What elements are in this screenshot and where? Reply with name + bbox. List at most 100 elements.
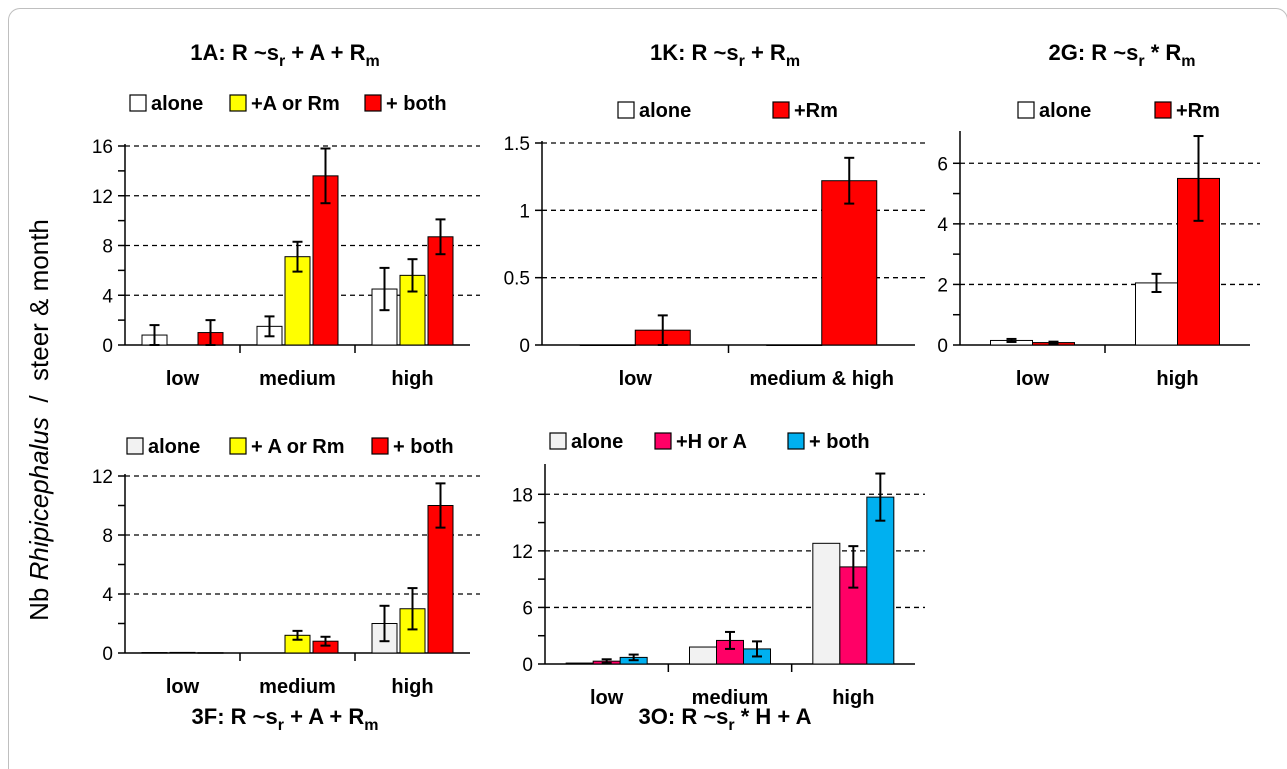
y-tick-label: 8 [102,526,113,547]
legend-swatch [1154,101,1172,119]
y-tick-label: 0.5 [504,269,530,290]
chart-title-part: + A + R [284,704,364,729]
chart-panel-3f: 3F: R ~sr + A + Rm 0 4 8 12 low medium high alon… [92,436,480,734]
bar-3f-s1-c0 [169,651,196,654]
y-tick-label: 12 [512,542,533,563]
x-category-label: low [590,687,624,709]
legend-label: + both [393,436,454,458]
x-category-label: low [166,368,200,390]
legend-swatch [1017,101,1035,119]
chart-title-part: * H + A [735,704,812,729]
y-tick-label: 4 [102,286,113,307]
y-tick-label: 8 [102,237,113,258]
chart-title-part: r [728,717,734,734]
y-axis-label: Nb Rhipicephalus / steer & month [24,219,54,621]
y-tick-label: 0 [102,644,113,665]
chart-panel-2g: 2G: R ~sr * Rm 0 2 4 6 low high alone +Rm [937,40,1260,390]
chart-title-part: 2G: R ~s [1048,40,1138,65]
chart-title: 3F: R ~sr + A + Rm [192,704,379,734]
y-tick-label: 6 [522,598,533,619]
y-tick-label: 0 [522,655,533,676]
chart-title-part: + A + R [285,40,365,65]
legend-label: + both [386,93,447,115]
y-tick-label: 18 [512,485,533,506]
chart-title-part: + R [745,40,786,65]
legend-swatch [364,94,382,112]
bar-2g-s0-c1 [1135,282,1178,346]
legend-label: + A or Rm [251,436,345,458]
y-tick-label: 0 [519,336,530,357]
x-category-label: high [832,687,874,709]
x-category-label: high [391,368,433,390]
y-tick-label: 1.5 [504,134,530,155]
bar-3f-s2-c0 [197,652,224,654]
x-category-label: high [391,676,433,698]
chart-title-part: 3O: R ~s [639,704,729,729]
chart-title-part: 3F: R ~s [192,704,278,729]
legend-label: +Rm [1176,100,1220,122]
y-tick-label: 16 [92,137,113,158]
chart-title: 1A: R ~sr + A + Rm [190,40,379,70]
chart-title-part: m [1181,53,1195,70]
figure-frame [8,8,1287,769]
x-category-label: medium [259,368,336,390]
y-tick-label: 6 [937,154,948,175]
y-tick-label: 1 [519,201,530,222]
x-category-label: medium [259,676,336,698]
y-tick-label: 0 [102,336,113,357]
chart-panel-3o: 3O: R ~sr * H + A 0 6 12 18 low medium high alon… [512,431,925,734]
x-category-label: high [1156,368,1198,390]
x-category-label: medium & high [750,368,894,390]
legend-label: alone [148,436,200,458]
chart-panel-1k: 1K: R ~sr + Rm 0 0.5 1 1.5 low medium & high al… [504,40,925,390]
chart-title-part: * R [1145,40,1182,65]
y-tick-label: 12 [92,187,113,208]
legend-swatch [787,432,805,450]
y-tick-label: 0 [937,336,948,357]
y-tick-label: 4 [937,215,948,236]
chart-title-part: 1K: R ~s [650,40,739,65]
chart-panel-1a: 1A: R ~sr + A + Rm 0 4 8 12 16 low medium high al… [92,40,480,390]
legend-swatch [126,437,144,455]
legend-label: alone [1039,100,1091,122]
chart-title-part: m [365,53,379,70]
bar-3f-s2-c2 [427,505,454,654]
legend-label: alone [571,431,623,453]
chart-title-part: r [279,53,285,70]
legend-label: +A or Rm [251,93,340,115]
legend-label: +H or A [676,431,747,453]
bar-3f-s0-c0 [141,652,168,654]
chart-title-part: r [1138,53,1144,70]
legend-swatch [129,94,147,112]
chart-title-part: 1A: R ~s [190,40,279,65]
y-tick-label: 12 [92,467,113,488]
chart-title: 2G: R ~sr * Rm [1048,40,1195,70]
chart-title-part: r [739,53,745,70]
legend-swatch [229,94,247,112]
legend-label: alone [639,100,691,122]
y-tick-label: 2 [937,275,948,296]
x-category-label: low [166,676,200,698]
legend-label: alone [151,93,203,115]
x-category-label: low [619,368,653,390]
legend-swatch [549,432,567,450]
chart-title: 1K: R ~sr + Rm [650,40,800,70]
bar-3o-s0-c2 [812,542,841,665]
chart-title: 3O: R ~sr * H + A [639,704,812,734]
y-tick-label: 4 [102,585,113,606]
legend-swatch [229,437,247,455]
bar-1k-s1-c1 [821,180,878,346]
chart-title-part: m [364,717,378,734]
legend-swatch [654,432,672,450]
legend-label: + both [809,431,870,453]
x-category-label: medium [692,687,769,709]
x-category-label: low [1016,368,1050,390]
legend-swatch [772,101,790,119]
legend-swatch [371,437,389,455]
chart-title-part: m [786,53,800,70]
legend-label: +Rm [794,100,838,122]
chart-title-part: r [278,717,284,734]
legend-swatch [617,101,635,119]
